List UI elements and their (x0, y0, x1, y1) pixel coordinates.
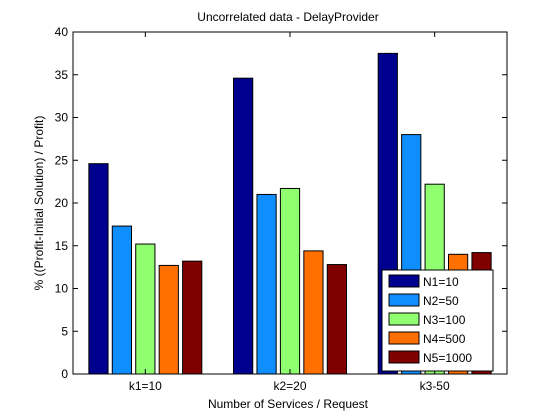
x-axis-label: Number of Services / Request (208, 397, 369, 411)
legend-swatch (388, 331, 420, 345)
bar (256, 193, 277, 375)
plot-frame (72, 31, 508, 375)
bar (233, 77, 254, 375)
x-tick-label: k2=20 (273, 379, 306, 393)
legend-label: N2=50 (423, 294, 459, 308)
y-axis-ticks: 0 5 10 15 20 25 30 35 40 (55, 25, 507, 381)
bar (158, 264, 179, 375)
bar (111, 225, 133, 375)
y-tick-label: 10 (55, 282, 69, 296)
y-tick-label: 20 (55, 196, 69, 210)
y-tick-label: 15 (55, 239, 69, 253)
bar (326, 264, 347, 375)
bar (88, 163, 109, 375)
x-tick-label: k3-50 (420, 379, 450, 393)
legend-swatch (388, 350, 420, 364)
bars-group (88, 52, 492, 375)
bar (182, 260, 203, 375)
y-tick-label: 0 (61, 367, 68, 381)
x-tick-label: k1=10 (129, 379, 162, 393)
legend-swatch (388, 312, 420, 326)
legend-label: N4=500 (423, 332, 466, 346)
y-tick-label: 40 (55, 25, 69, 39)
bar (135, 243, 156, 375)
legend-swatch (388, 293, 420, 307)
bar (303, 250, 324, 375)
y-tick-label: 25 (55, 153, 69, 167)
y-axis-label: % ((Profit-Initial Solution) / Profit) (32, 116, 46, 291)
legend-label: N3=100 (423, 313, 466, 327)
chart-title: Uncorrelated data - DelayProvider (197, 10, 378, 24)
bar (279, 187, 301, 375)
x-axis-ticks: k1=10 k2=20 k3-50 (129, 32, 450, 393)
y-tick-label: 5 (61, 324, 68, 338)
y-tick-label: 30 (55, 111, 69, 125)
legend: N1=10 N2=50 N3=100 N4=500 N5=1000 (381, 269, 494, 372)
legend-label: N5=1000 (423, 351, 472, 365)
legend-swatch (388, 274, 420, 288)
y-tick-label: 35 (55, 68, 69, 82)
legend-label: N1=10 (423, 275, 459, 289)
